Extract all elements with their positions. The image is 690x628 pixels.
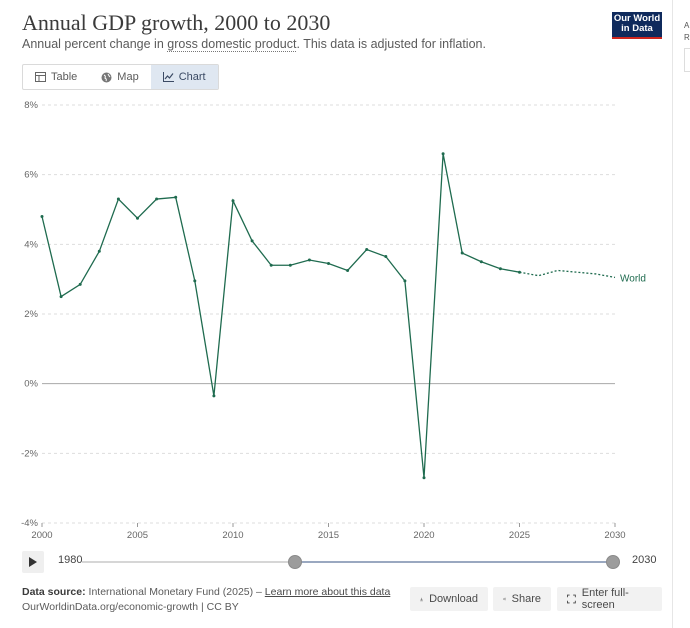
share-button[interactable]: Share	[493, 587, 551, 611]
fullscreen-icon	[567, 594, 576, 604]
line-chart-icon	[162, 72, 174, 82]
fullscreen-label: Enter full-screen	[581, 587, 629, 611]
data-point	[460, 251, 464, 255]
y-tick-label: -4%	[21, 518, 38, 529]
globe-icon	[101, 72, 112, 83]
data-point	[250, 239, 254, 243]
x-tick-label: 2000	[31, 530, 52, 541]
data-point	[403, 279, 407, 283]
source-url[interactable]: OurWorldinData.org/economic-growth | CC …	[22, 601, 239, 613]
source-text: International Monetary Fund (2025) –	[85, 586, 265, 598]
share-icon	[503, 597, 506, 601]
timeline-selected-range	[294, 561, 612, 563]
share-label: Share	[511, 593, 541, 605]
page-title: Annual GDP growth, 2000 to 2030	[22, 10, 331, 35]
data-point	[346, 268, 350, 272]
timeline-track[interactable]	[82, 561, 612, 563]
subtitle-text: Annual percent change in	[22, 37, 168, 51]
data-point	[422, 476, 426, 480]
fullscreen-button[interactable]: Enter full-screen	[557, 587, 662, 611]
chart-card	[8, 0, 673, 628]
timeline-start-handle[interactable]	[288, 555, 302, 569]
x-tick-label: 2030	[604, 530, 625, 541]
data-point	[479, 260, 483, 264]
play-icon	[29, 557, 37, 567]
y-tick-label: 0%	[24, 379, 38, 390]
y-tick-label: 2%	[24, 309, 38, 320]
x-tick-label: 2010	[222, 530, 243, 541]
data-point	[155, 197, 159, 201]
data-point	[327, 261, 330, 265]
logo-line-1: Our World	[613, 13, 661, 24]
y-tick-label: 4%	[24, 239, 38, 250]
x-tick-label: 2020	[413, 530, 434, 541]
tab-table-label: Table	[51, 71, 78, 83]
tab-chart-label: Chart	[178, 71, 206, 83]
data-point	[441, 152, 445, 156]
owid-logo[interactable]: Our World in Data	[612, 12, 662, 39]
y-tick-label: -2%	[21, 448, 38, 459]
x-tick-label: 2025	[509, 530, 530, 541]
page-subtitle: Annual percent change in gross domestic …	[22, 37, 486, 52]
download-icon	[420, 597, 423, 601]
data-point	[78, 282, 82, 286]
data-point	[212, 394, 216, 398]
y-axis-ticks: 8% 6% 4% 2% 0% -2% -4%	[21, 100, 38, 529]
timeline-start-label: 1980	[58, 554, 83, 566]
x-tick-label: 2005	[127, 530, 148, 541]
data-point	[116, 197, 120, 201]
tab-map[interactable]: Map	[89, 65, 150, 89]
y-tick-label: 6%	[24, 170, 38, 181]
series-label-world: World	[620, 273, 646, 284]
x-axis-ticks: 2000 2005 2010 2015 2020 2025 2030	[31, 523, 626, 541]
data-point	[193, 279, 197, 283]
tab-table[interactable]: Table	[23, 65, 89, 89]
data-point	[288, 263, 292, 267]
play-button[interactable]	[22, 551, 44, 573]
y-tick-label: 8%	[24, 100, 38, 111]
learn-more-link[interactable]: Learn more about this data	[264, 586, 391, 598]
side-panel-box	[684, 48, 690, 72]
data-point	[40, 214, 44, 218]
side-panel-text: A R	[684, 20, 690, 44]
series-projection-world	[519, 269, 616, 279]
table-icon	[35, 72, 46, 82]
timeline-end-label: 2030	[632, 554, 657, 566]
logo-line-2: in Data	[621, 23, 653, 34]
series-layer: World	[40, 152, 646, 480]
view-tabs: Table Map Chart	[22, 64, 219, 90]
download-button[interactable]: Download	[410, 587, 488, 611]
gdp-definition-link[interactable]: gross domestic product	[167, 37, 297, 52]
download-label: Download	[429, 593, 478, 605]
source-label: Data source:	[22, 586, 86, 598]
data-point	[365, 248, 369, 252]
data-point	[174, 195, 178, 199]
grid-lines	[42, 104, 615, 524]
data-point	[384, 255, 388, 259]
subtitle-text-end: . This data is adjusted for inflation.	[296, 37, 486, 51]
x-tick-label: 2015	[318, 530, 339, 541]
data-point	[498, 267, 502, 271]
side-text-1: A	[684, 21, 690, 30]
side-text-2: R	[684, 33, 690, 42]
tab-map-label: Map	[117, 71, 139, 83]
timeline-end-handle[interactable]	[606, 555, 620, 569]
data-point	[231, 199, 235, 203]
data-point	[269, 263, 273, 267]
tab-chart[interactable]: Chart	[150, 65, 218, 89]
data-point	[97, 249, 101, 253]
data-point	[136, 216, 139, 220]
series-line-world	[41, 153, 520, 478]
data-point	[307, 258, 311, 262]
data-source: Data source: International Monetary Fund…	[22, 586, 390, 598]
data-point	[59, 295, 63, 299]
